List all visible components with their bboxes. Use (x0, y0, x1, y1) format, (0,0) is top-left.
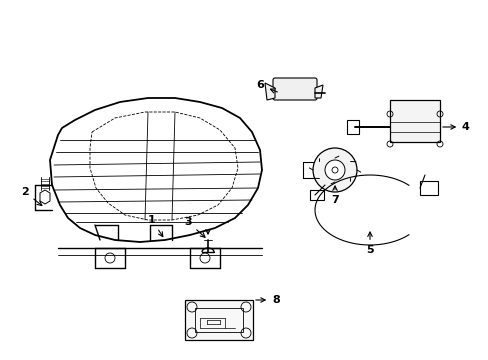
Text: 6: 6 (256, 80, 277, 93)
Bar (195, 308, 243, 332)
Circle shape (312, 148, 356, 192)
Bar (346, 120, 358, 134)
Text: 3: 3 (184, 217, 204, 237)
Polygon shape (314, 85, 323, 98)
Text: 7: 7 (330, 186, 338, 205)
Bar (389, 100, 439, 142)
Circle shape (325, 160, 345, 180)
Text: 8: 8 (255, 295, 279, 305)
Bar (184, 300, 252, 340)
Text: 5: 5 (366, 232, 373, 255)
Bar (309, 190, 324, 200)
Text: 4: 4 (442, 122, 469, 132)
Text: 2: 2 (21, 187, 42, 206)
Text: 1: 1 (148, 215, 163, 237)
Polygon shape (264, 83, 274, 100)
Bar (419, 181, 437, 195)
FancyBboxPatch shape (272, 78, 316, 100)
